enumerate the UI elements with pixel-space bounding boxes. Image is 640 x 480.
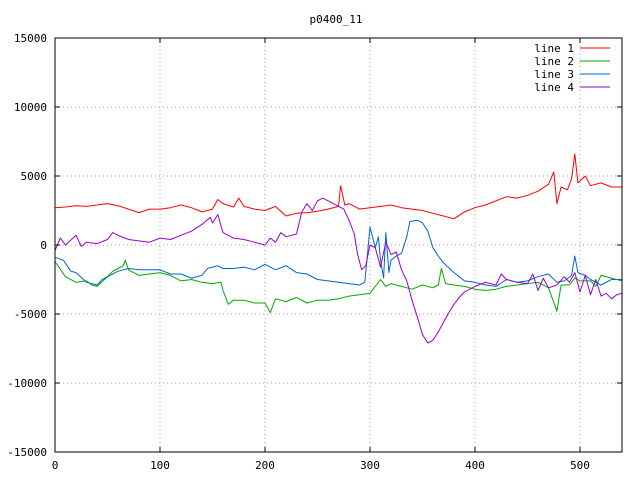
- y-tick-label: 0: [40, 239, 47, 252]
- x-tick-label: 400: [465, 459, 485, 472]
- series-line-4: [55, 197, 622, 344]
- legend-label-4: line 4: [534, 81, 574, 94]
- axis-ticks: [54, 37, 622, 453]
- data-series: [55, 153, 622, 344]
- x-tick-label: 0: [52, 459, 59, 472]
- y-tick-label: -10000: [7, 377, 47, 390]
- y-tick-label: 15000: [14, 32, 47, 45]
- x-tick-label: 500: [570, 459, 590, 472]
- grid-lines: [55, 38, 622, 452]
- legend-label-1: line 1: [534, 42, 574, 55]
- y-tick-label: -15000: [7, 446, 47, 459]
- y-axis-tick-labels: -15000 -10000 -5000 0 5000 10000 15000: [7, 32, 47, 459]
- legend-label-2: line 2: [534, 55, 574, 68]
- x-tick-label: 300: [360, 459, 380, 472]
- x-tick-label: 100: [150, 459, 170, 472]
- legend-label-3: line 3: [534, 68, 574, 81]
- x-axis-tick-labels: 0 100 200 300 400 500: [52, 459, 590, 472]
- series-line-1: [55, 153, 622, 220]
- chart-title: p0400_11: [310, 13, 363, 26]
- y-tick-label: 10000: [14, 101, 47, 114]
- y-tick-label: 5000: [21, 170, 48, 183]
- x-tick-label: 200: [255, 459, 275, 472]
- series-line-2: [55, 259, 622, 314]
- y-tick-label: -5000: [14, 308, 47, 321]
